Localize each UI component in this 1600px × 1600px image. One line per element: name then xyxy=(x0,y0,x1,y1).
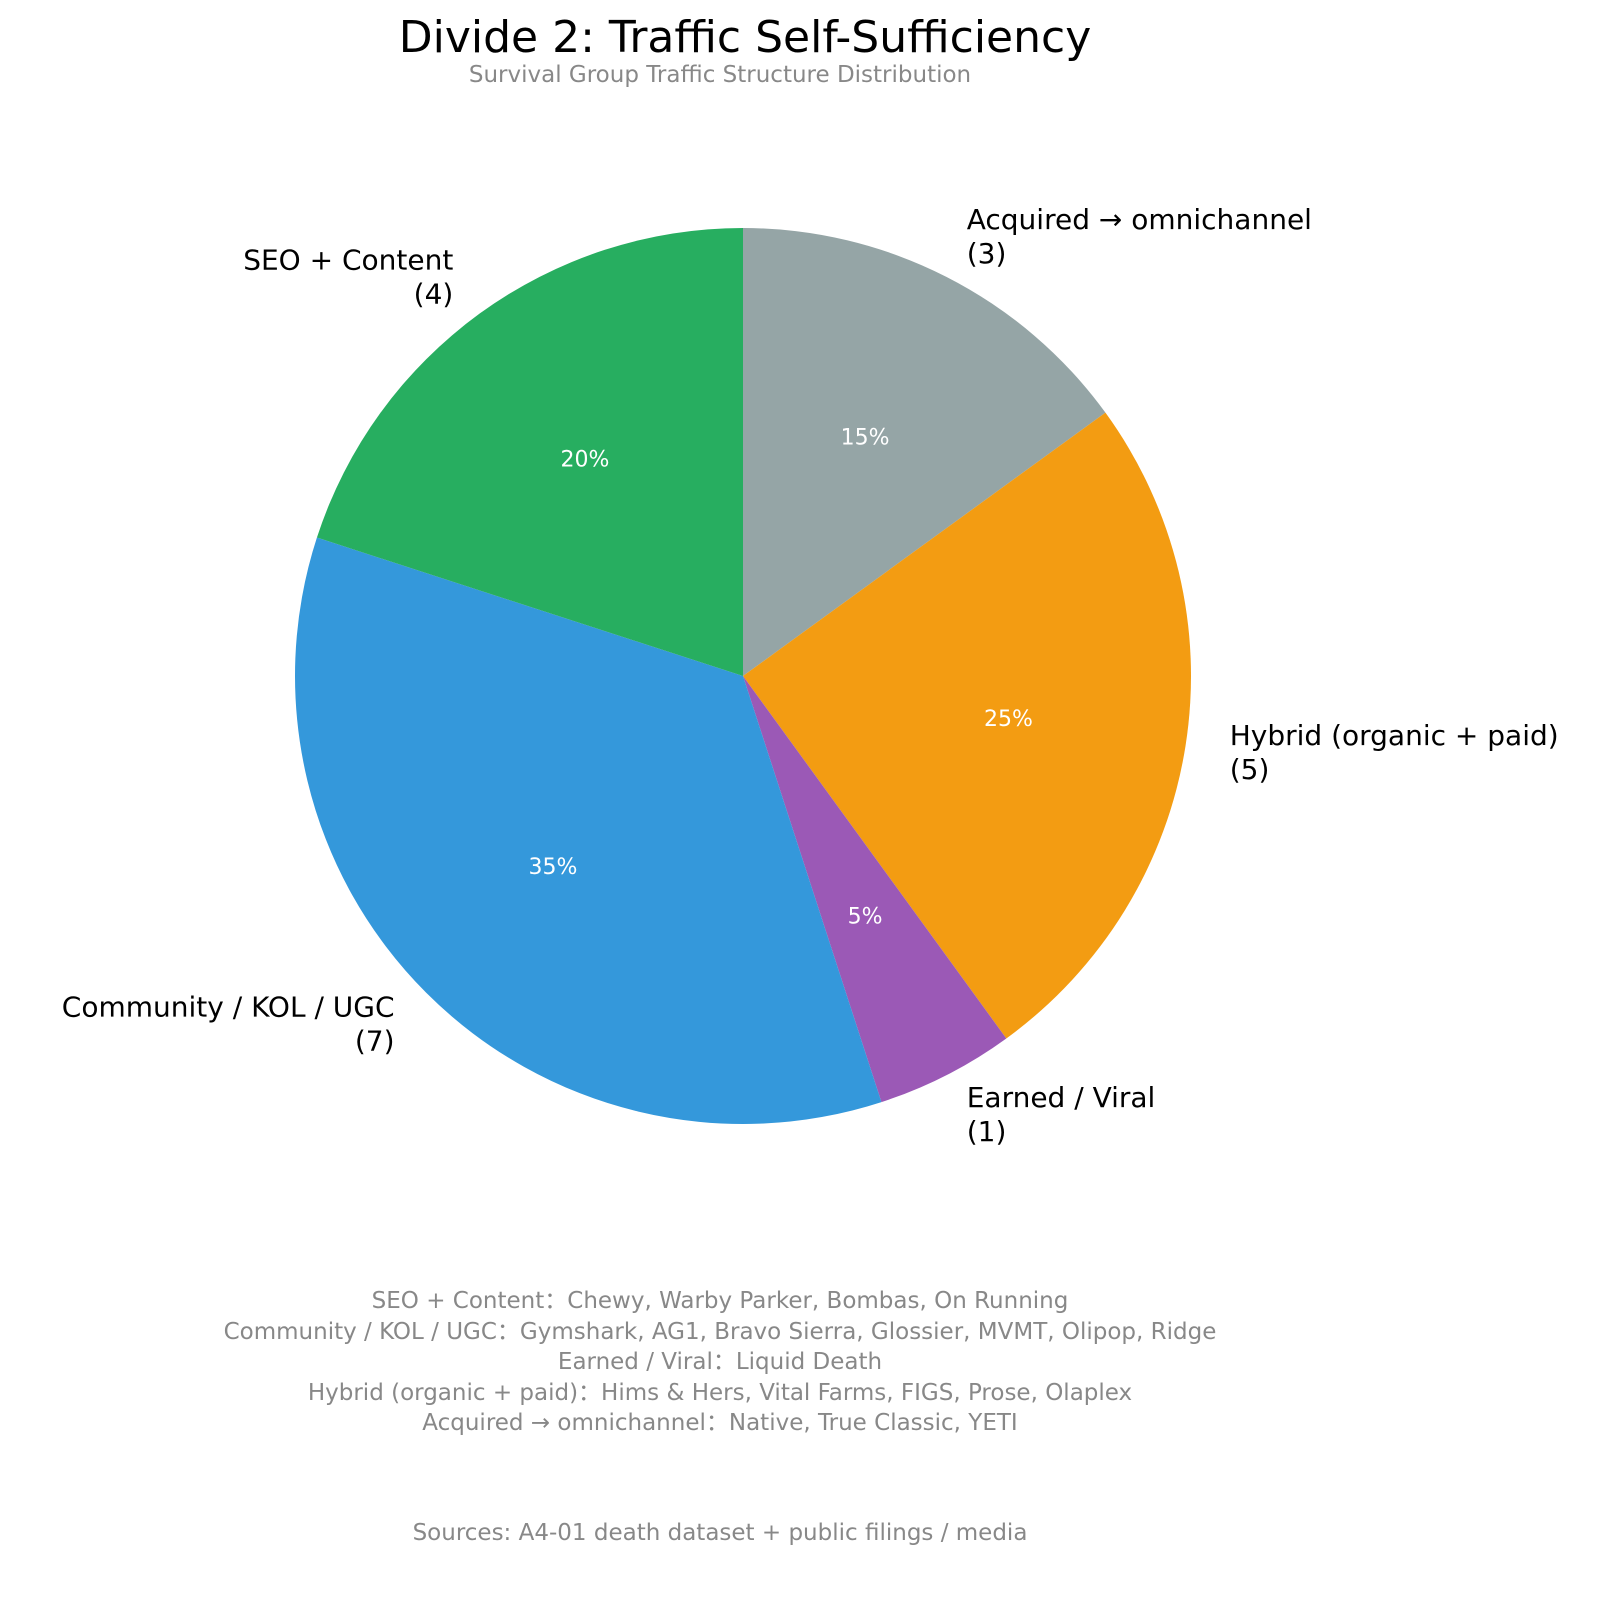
slice-count-label: (1) xyxy=(967,1115,1007,1148)
slice-percent-label: 15% xyxy=(841,425,890,450)
slice-category-label: Hybrid (organic + paid) (5) xyxy=(1230,719,1559,786)
slice-category-label: Earned / Viral (1) xyxy=(967,1081,1156,1148)
note-line: Acquired → omnichannel：Native, True Clas… xyxy=(422,1410,1018,1436)
pie-slice xyxy=(294,537,882,1125)
slice-percent-label: 5% xyxy=(848,905,883,930)
slice-count-label: (3) xyxy=(967,237,1007,270)
slice-count-label: (4) xyxy=(414,277,454,310)
source-note: Sources: A4-01 death dataset + public fi… xyxy=(412,1520,1028,1546)
slice-category-name: Acquired → omnichannel xyxy=(967,203,1312,236)
pie-slice xyxy=(316,228,743,676)
slice-category-label: Acquired → omnichannel (3) xyxy=(967,203,1312,270)
chart-subtitle: Survival Group Traffic Structure Distrib… xyxy=(468,62,972,88)
slice-percent-label: 35% xyxy=(528,855,577,880)
slice-count-label: (7) xyxy=(355,1024,395,1057)
slice-percent-label: 25% xyxy=(984,707,1033,732)
slice-count-label: (5) xyxy=(1230,753,1270,786)
chart-title: Divide 2: Traffic Self-Sufficiency xyxy=(398,12,1092,63)
slice-category-name: Hybrid (organic + paid) xyxy=(1230,719,1559,752)
slice-category-label: Community / KOL / UGC (7) xyxy=(62,990,395,1057)
pie-slice xyxy=(743,228,1106,676)
note-line: Community / KOL / UGC：Gymshark, AG1, Bra… xyxy=(223,1318,1217,1345)
note-line: Earned / Viral：Liquid Death xyxy=(557,1349,883,1375)
slice-category-name: Community / KOL / UGC xyxy=(62,990,395,1023)
brand-notes: SEO + Content：Chewy, Warby Parker, Bomba… xyxy=(0,1286,1440,1439)
slice-category-name: SEO + Content xyxy=(243,243,453,276)
note-line: SEO + Content：Chewy, Warby Parker, Bomba… xyxy=(371,1288,1069,1314)
pie-slice xyxy=(743,412,1191,1039)
slice-category-name: Earned / Viral xyxy=(967,1081,1156,1114)
slice-percent-label: 20% xyxy=(561,448,610,473)
pie-slice xyxy=(743,676,1007,1103)
slice-category-label: SEO + Content (4) xyxy=(243,243,453,310)
note-line: Hybrid (organic + paid)：Hims & Hers, Vit… xyxy=(307,1379,1133,1406)
